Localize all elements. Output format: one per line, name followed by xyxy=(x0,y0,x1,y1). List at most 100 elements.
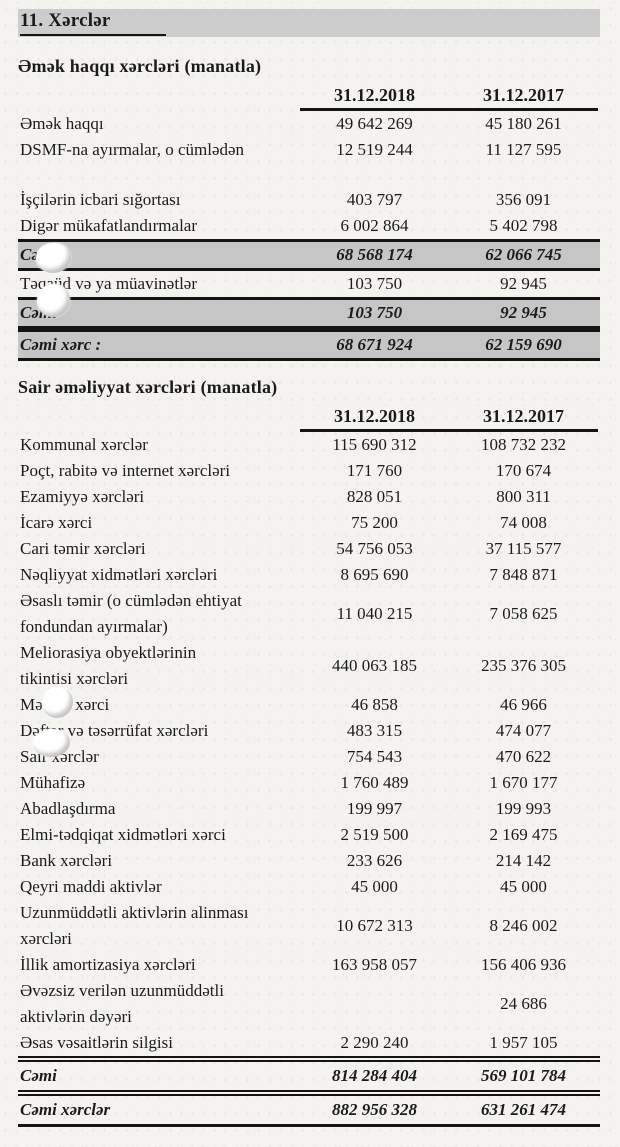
value-2018: 103 750 xyxy=(346,303,403,322)
operating-table-title: Sair əməliyyat xərcləri (manatla) xyxy=(18,377,278,397)
table-row: Əsaslı təmir (o cümlədən ehtiyat fondund… xyxy=(18,588,600,640)
table-row: Cəmi 814 284 404 569 101 784 xyxy=(18,1056,600,1090)
value-2018: 171 760 xyxy=(346,461,403,480)
value-2018: 2 290 240 xyxy=(340,1033,409,1052)
row-label: Uzunmüddətli aktivlərin alinması xərclər… xyxy=(20,903,249,948)
row-label: Kommunal xərclər xyxy=(20,435,148,454)
value-2017: 800 311 xyxy=(496,487,551,506)
value-2017: 1 670 177 xyxy=(489,773,558,792)
value-2018: 754 543 xyxy=(346,747,403,766)
row-label: Nəqliyyat xidmətləri xərcləri xyxy=(20,565,218,584)
value-2018: 882 956 328 xyxy=(332,1100,417,1119)
value-2017: 631 261 474 xyxy=(481,1100,566,1119)
table-row: Poçt, rabitə və internet xərcləri 171 760… xyxy=(18,458,600,484)
value-2018: 828 051 xyxy=(346,487,403,506)
table-row: Abadlaşdırma 199 997 199 993 xyxy=(18,796,600,822)
value-2018: 6 002 864 xyxy=(340,216,409,235)
value-2018: 440 063 185 xyxy=(332,656,417,675)
table-row: Elmi-tədqiqat xidmətləri xərci 2 519 500 2… xyxy=(18,822,600,848)
row-label: Mühafizə xyxy=(20,773,86,792)
table-row: İşçilərin icbari sığortası 403 797 356 091 xyxy=(18,187,600,213)
value-2017: 62 066 745 xyxy=(485,245,562,264)
row-label: Əmək haqqı xyxy=(20,114,104,133)
value-2017: 356 091 xyxy=(495,190,552,209)
row-label: Qeyri maddi aktivlər xyxy=(20,877,162,896)
value-2018: 233 626 xyxy=(346,851,403,870)
value-2018: 199 997 xyxy=(346,799,403,818)
column-header-2017: 31.12.2017 xyxy=(483,85,564,105)
salary-table-body: Əmək haqqı 49 642 269 45 180 261 DSMF-na ay… xyxy=(18,111,600,361)
value-2017: 5 402 798 xyxy=(489,216,558,235)
table-row: Uzunmüddətli aktivlərin alinması xərclər… xyxy=(18,900,600,952)
value-2017: 156 406 936 xyxy=(481,955,566,974)
row-label: Digər mükafatlandırmalar xyxy=(20,216,198,235)
value-2018: 403 797 xyxy=(346,190,403,209)
value-2018: 11 040 215 xyxy=(336,604,413,623)
table-row: Cəmi 103 750 92 945 xyxy=(18,297,600,329)
correction-fluid-blob xyxy=(42,687,73,718)
table-row: Nəqliyyat xidmətləri xərcləri 8 695 690 7 … xyxy=(18,562,600,588)
table-row: Dəftər və təsərrüfat xərcləri 483 315 474 … xyxy=(18,718,600,744)
value-2017: 470 622 xyxy=(495,747,552,766)
value-2017: 199 993 xyxy=(495,799,552,818)
value-2017: 7 848 871 xyxy=(489,565,558,584)
table-row: Cari təmir xərcləri 54 756 053 37 115 577 xyxy=(18,536,600,562)
value-2017: 46 966 xyxy=(500,695,547,714)
table-row: Əvəzsiz verilən uzunmüddətli aktivlərin … xyxy=(18,978,600,1030)
value-2017: 11 127 595 xyxy=(485,140,562,159)
row-label: DSMF-na ayırmalar, o cümlədən xyxy=(20,140,245,159)
section-title-bar: 11. Xərclər xyxy=(18,9,600,37)
table-row: Digər mükafatlandırmalar 6 002 864 5 402 7… xyxy=(18,213,600,239)
column-header-2018: 31.12.2018 xyxy=(334,406,415,426)
value-2017: 569 101 784 xyxy=(481,1066,566,1085)
table-row: Ezamiyyə xərcləri 828 051 800 311 xyxy=(18,484,600,510)
operating-table-body: Kommunal xərclər 115 690 312 108 732 232 Po… xyxy=(18,432,600,1127)
row-label: İcarə xərci xyxy=(20,513,93,532)
table-row: Meliorasiya obyektlərinin tikintisi xərc… xyxy=(18,640,600,692)
row-label: Əsaslı təmir (o cümlədən ehtiyat fondund… xyxy=(20,591,242,636)
value-2017: 108 732 232 xyxy=(481,435,566,454)
salary-expenses-table: Əmək haqqı xərcləri (manatla) 31.12.2018… xyxy=(18,56,600,361)
table-row: Mühafizə 1 760 489 1 670 177 xyxy=(18,770,600,796)
row-label: Poçt, rabitə və internet xərcləri xyxy=(20,461,231,480)
operating-expenses-table: Sair əməliyyat xərcləri (manatla) 31.12.… xyxy=(18,377,600,1127)
value-2017: 8 246 002 xyxy=(489,916,558,935)
table-row: Əmək haqqı 49 642 269 45 180 261 xyxy=(18,111,600,137)
value-2017: 24 686 xyxy=(500,994,547,1013)
table-row: İcarə xərci 75 200 74 008 xyxy=(18,510,600,536)
table-row: Kommunal xərclər 115 690 312 108 732 232 xyxy=(18,432,600,458)
value-2018: 115 690 312 xyxy=(332,435,417,454)
value-2018: 814 284 404 xyxy=(332,1066,417,1085)
value-2017: 92 945 xyxy=(500,303,547,322)
correction-fluid-blob xyxy=(36,243,71,273)
row-label: İllik amortizasiya xərcləri xyxy=(20,955,196,974)
value-2017: 2 169 475 xyxy=(489,825,558,844)
value-2017: 92 945 xyxy=(500,274,547,293)
value-2017: 45 180 261 xyxy=(485,114,562,133)
value-2018: 49 642 269 xyxy=(336,114,413,133)
table-row: Qeyri maddi aktivlər 45 000 45 000 xyxy=(18,874,600,900)
value-2018: 163 958 057 xyxy=(332,955,417,974)
value-2018: 8 695 690 xyxy=(340,565,409,584)
row-label: Ezamiyyə xərcləri xyxy=(20,487,145,506)
correction-fluid-blob xyxy=(37,284,70,317)
table-row: Cəmi xərclər 882 956 328 631 261 474 xyxy=(18,1090,600,1127)
value-2018: 68 568 174 xyxy=(336,245,413,264)
value-2018: 2 519 500 xyxy=(340,825,409,844)
salary-table-header-row: 31.12.2018 31.12.2017 xyxy=(18,82,600,111)
value-2017: 37 115 577 xyxy=(485,539,562,558)
table-row: DSMF-na ayırmalar, o cümlədən 12 519 244 1… xyxy=(18,137,600,163)
row-label: Abadlaşdırma xyxy=(20,799,116,818)
row-label: Cəmi xyxy=(20,1066,57,1085)
row-label: Meliorasiya obyektlərinin tikintisi xərc… xyxy=(20,643,197,688)
column-header-2017: 31.12.2017 xyxy=(483,406,564,426)
table-spacer-row xyxy=(18,163,600,187)
row-label: Cari təmir xərcləri xyxy=(20,539,146,558)
value-2018: 54 756 053 xyxy=(336,539,413,558)
operating-table-header-row: 31.12.2018 31.12.2017 xyxy=(18,403,600,432)
value-2017: 45 000 xyxy=(500,877,547,896)
table-row: Əsas vəsaitlərin silgisi 2 290 240 1 957 1… xyxy=(18,1030,600,1056)
